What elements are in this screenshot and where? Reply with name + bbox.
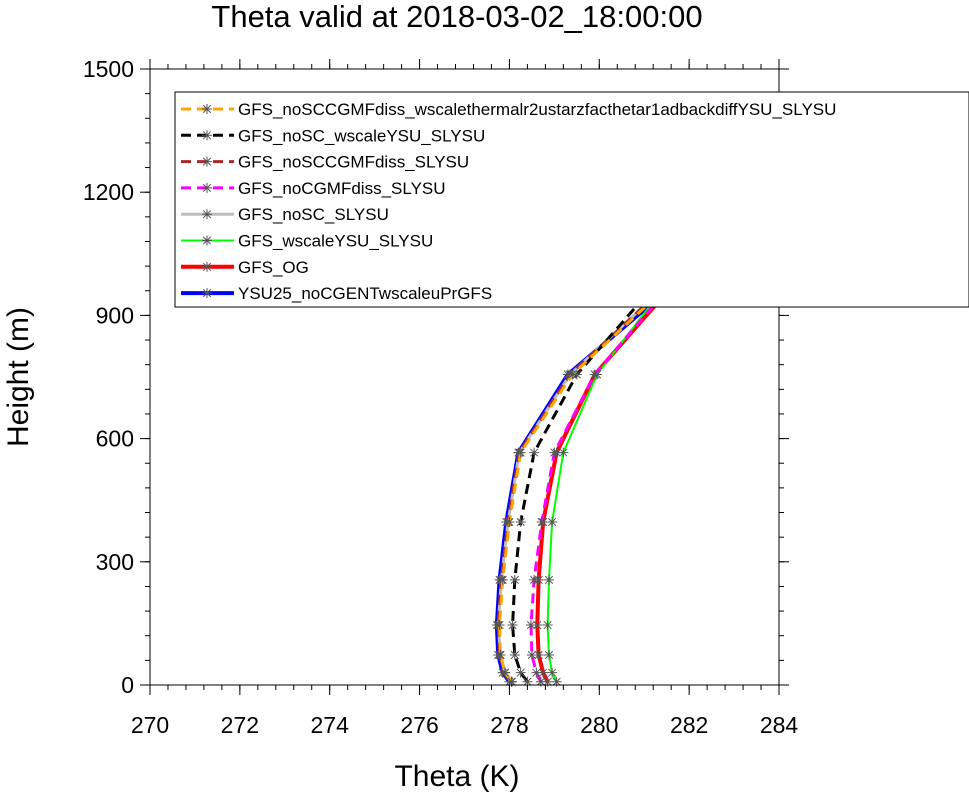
series-line — [529, 187, 778, 683]
x-tick-label: 278 — [490, 712, 528, 738]
legend-marker — [202, 288, 212, 299]
legend-marker — [202, 156, 212, 167]
series-line — [511, 187, 780, 683]
plot-frame — [149, 68, 780, 686]
series-point — [532, 620, 543, 631]
series-point — [529, 574, 540, 585]
legend-label: GFS_noCGMFdiss_SLYSU — [238, 179, 446, 198]
y-tick-label: 600 — [96, 426, 134, 452]
x-tick-label: 274 — [311, 712, 350, 738]
y-tick-label: 300 — [96, 549, 134, 575]
series-point — [529, 447, 540, 458]
series-point — [542, 620, 553, 631]
x-tick-label: 270 — [131, 712, 169, 738]
y-tick-label: 1200 — [83, 179, 134, 205]
series-point — [495, 650, 506, 661]
series-point — [543, 650, 554, 661]
series-point — [567, 369, 578, 380]
series-point — [589, 369, 600, 380]
series-point — [558, 447, 569, 458]
x-tick-label: 280 — [580, 712, 618, 738]
series-point — [522, 676, 533, 687]
legend-label: YSU25_noCGENTwscaleuPrGFS — [238, 284, 492, 303]
x-tick-label: 272 — [221, 712, 259, 738]
legend-marker — [202, 209, 212, 220]
y-tick-label: 900 — [96, 302, 134, 328]
series-point — [497, 574, 508, 585]
legend-label: GFS_wscaleYSU_SLYSU — [238, 232, 433, 251]
series-point — [515, 447, 526, 458]
legend-label: GFS_OG — [238, 258, 309, 277]
axis-ticks: 270 272 274 276 278 280 282 284 0 300 600 900 1200 15… — [83, 56, 799, 738]
legend-marker — [202, 104, 212, 114]
series-point — [547, 516, 558, 527]
series-point — [509, 650, 520, 661]
series-point — [509, 574, 520, 585]
series-point — [499, 667, 510, 678]
series-point — [536, 516, 547, 527]
series-point — [538, 667, 549, 678]
legend-label: GFS_noSCCGMFdiss_wscalethermalr2ustarzfa… — [238, 100, 836, 119]
series-point — [526, 650, 537, 661]
legend-marker — [202, 182, 212, 193]
y-axis-label: Height (m) — [2, 307, 35, 447]
series-point — [494, 620, 505, 631]
series-point — [549, 447, 560, 458]
legend-label: GFS_noSC_SLYSU — [238, 205, 389, 224]
x-tick-label: 282 — [670, 712, 708, 738]
y-tick-label: 1500 — [83, 56, 134, 82]
series-point — [506, 676, 517, 687]
legend: GFS_noSCCGMFdiss_wscalethermalr2ustarzfa… — [174, 91, 969, 308]
series-point — [533, 650, 544, 661]
series-point — [551, 676, 562, 687]
series-point — [547, 667, 558, 678]
legend-marker — [202, 235, 212, 246]
legend-marker — [202, 130, 212, 141]
x-axis-label: Theta (K) — [394, 760, 519, 793]
series-point — [515, 667, 526, 678]
x-tick-label: 276 — [400, 712, 438, 738]
series-line — [535, 187, 779, 683]
series-point — [543, 574, 554, 585]
series-point — [504, 516, 515, 527]
legend-marker — [202, 261, 212, 272]
chart-title: Theta valid at 2018-03-02_18:00:00 — [211, 0, 702, 34]
legend-box — [174, 91, 969, 308]
series-point — [525, 620, 536, 631]
y-tick-label: 0 — [121, 672, 134, 698]
series-point — [531, 667, 542, 678]
legend-label: GFS_noSCCGMFdiss_SLYSU — [238, 153, 469, 172]
series-point — [515, 516, 526, 527]
series-point — [542, 676, 553, 687]
legend-label: GFS_noSC_wscaleYSU_SLYSU — [238, 126, 485, 145]
x-tick-label: 284 — [760, 712, 799, 738]
series-point — [535, 676, 546, 687]
series-line — [498, 187, 778, 683]
series-point — [507, 620, 518, 631]
series-layer — [491, 183, 784, 687]
